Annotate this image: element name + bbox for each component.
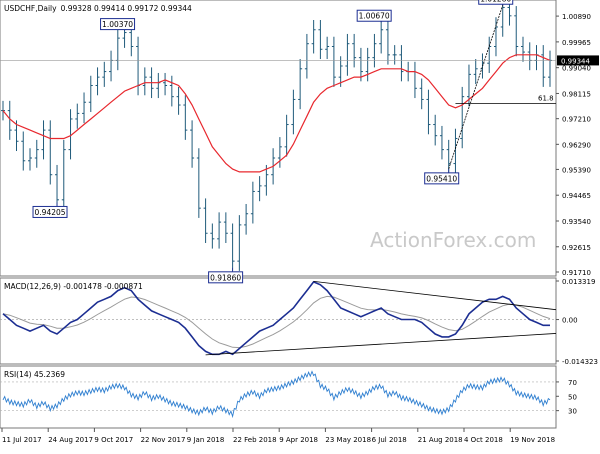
x-tick-label: 9 Jan 2018 <box>187 436 225 444</box>
x-tick-label: 21 Aug 2018 <box>418 436 463 444</box>
rsi-title: RSI(14) 45.2369 <box>4 370 65 379</box>
retracement-trendline <box>448 5 504 169</box>
swing-label-box <box>100 18 136 31</box>
watermark: ActionForex.com <box>370 228 536 252</box>
macd-y-tick-label: -0.014323 <box>562 358 598 366</box>
x-tick-label: 6 Jul 2018 <box>372 436 407 444</box>
price-panel-frame <box>0 0 557 277</box>
x-tick-label: 24 Aug 2017 <box>48 436 93 444</box>
swing-label-box <box>424 172 460 185</box>
rsi-y-tick-label: 70 <box>568 379 577 387</box>
price-y-tick-label: 0.99040 <box>562 65 591 73</box>
swing-label-text: 0.91860 <box>210 273 241 282</box>
macd-y-tick-label: 0.00 <box>562 317 578 325</box>
rsi-y-tick-label: 50 <box>568 393 577 401</box>
swing-label-box <box>356 9 392 22</box>
x-tick-label: 11 Jul 2017 <box>2 436 42 444</box>
price-y-tick-label: 0.98115 <box>562 90 591 98</box>
macd-upper-trendline <box>313 280 557 311</box>
price-series: 61.8 <box>0 0 556 271</box>
x-tick-label: 23 May 2018 <box>325 436 371 444</box>
macd-y-tick-label: 0.013319 <box>562 278 595 286</box>
swing-label-text: 1.01280 <box>480 0 511 4</box>
last-price-box <box>557 55 599 66</box>
x-tick-label: 4 Oct 2018 <box>464 436 503 444</box>
x-tick-label: 22 Nov 2017 <box>141 436 186 444</box>
fib-618-label: 61.8 <box>538 94 554 102</box>
last-price-label: 0.99344 <box>561 57 590 65</box>
swing-label-box <box>478 0 514 5</box>
rsi-y-tick-label: 30 <box>568 408 577 416</box>
price-y-tick-label: 0.91710 <box>562 269 591 277</box>
x-tick-label: 19 Nov 2018 <box>510 436 555 444</box>
rsi-series <box>0 370 556 419</box>
instrument-name: USDCHF,Daily <box>4 4 57 13</box>
price-labels: 1.00370 0.94205 0.91860 1.00670 0.95410 1.012… <box>32 0 514 284</box>
rsi-panel-frame <box>0 365 557 429</box>
swing-label-box <box>208 271 244 284</box>
price-y-tick-label: 0.97210 <box>562 116 591 124</box>
price-y-tick-label: 0.92615 <box>562 244 591 252</box>
x-tick-label: 9 Apr 2018 <box>279 436 318 444</box>
price-y-tick-label: 1.00890 <box>562 13 591 21</box>
rsi-line <box>2 370 551 419</box>
swing-label-text: 1.00670 <box>359 12 390 21</box>
price-y-tick-label: 0.99965 <box>562 39 591 47</box>
moving-average-line <box>2 54 551 173</box>
x-tick-label: 9 Oct 2017 <box>94 436 133 444</box>
macd-series <box>0 280 557 356</box>
macd-title: MACD(12,26,9) -0.001478 -0.000871 <box>4 282 143 291</box>
price-y-tick-label: 0.93540 <box>562 218 591 226</box>
quote-values: 0.99328 0.99414 0.99172 0.99344 <box>61 4 192 13</box>
macd-main-line <box>2 280 550 356</box>
price-y-tick-label: 0.95390 <box>562 166 591 174</box>
macd-lower-trendline <box>205 333 557 356</box>
axes: 1.00890 0.99965 0.99040 0.98115 0.97210 0.962… <box>1 13 599 444</box>
swing-label-text: 0.95410 <box>426 174 457 183</box>
x-tick-label: 22 Feb 2018 <box>233 436 277 444</box>
swing-label-text: 0.94205 <box>35 208 66 217</box>
swing-label-box <box>32 205 68 218</box>
price-y-tick-label: 0.94465 <box>562 192 591 200</box>
instrument-title: USDCHF,Daily 0.99328 0.99414 0.99172 0.99… <box>4 4 192 13</box>
swing-label-text: 1.00370 <box>102 20 133 29</box>
price-y-tick-label: 0.96290 <box>562 141 591 149</box>
